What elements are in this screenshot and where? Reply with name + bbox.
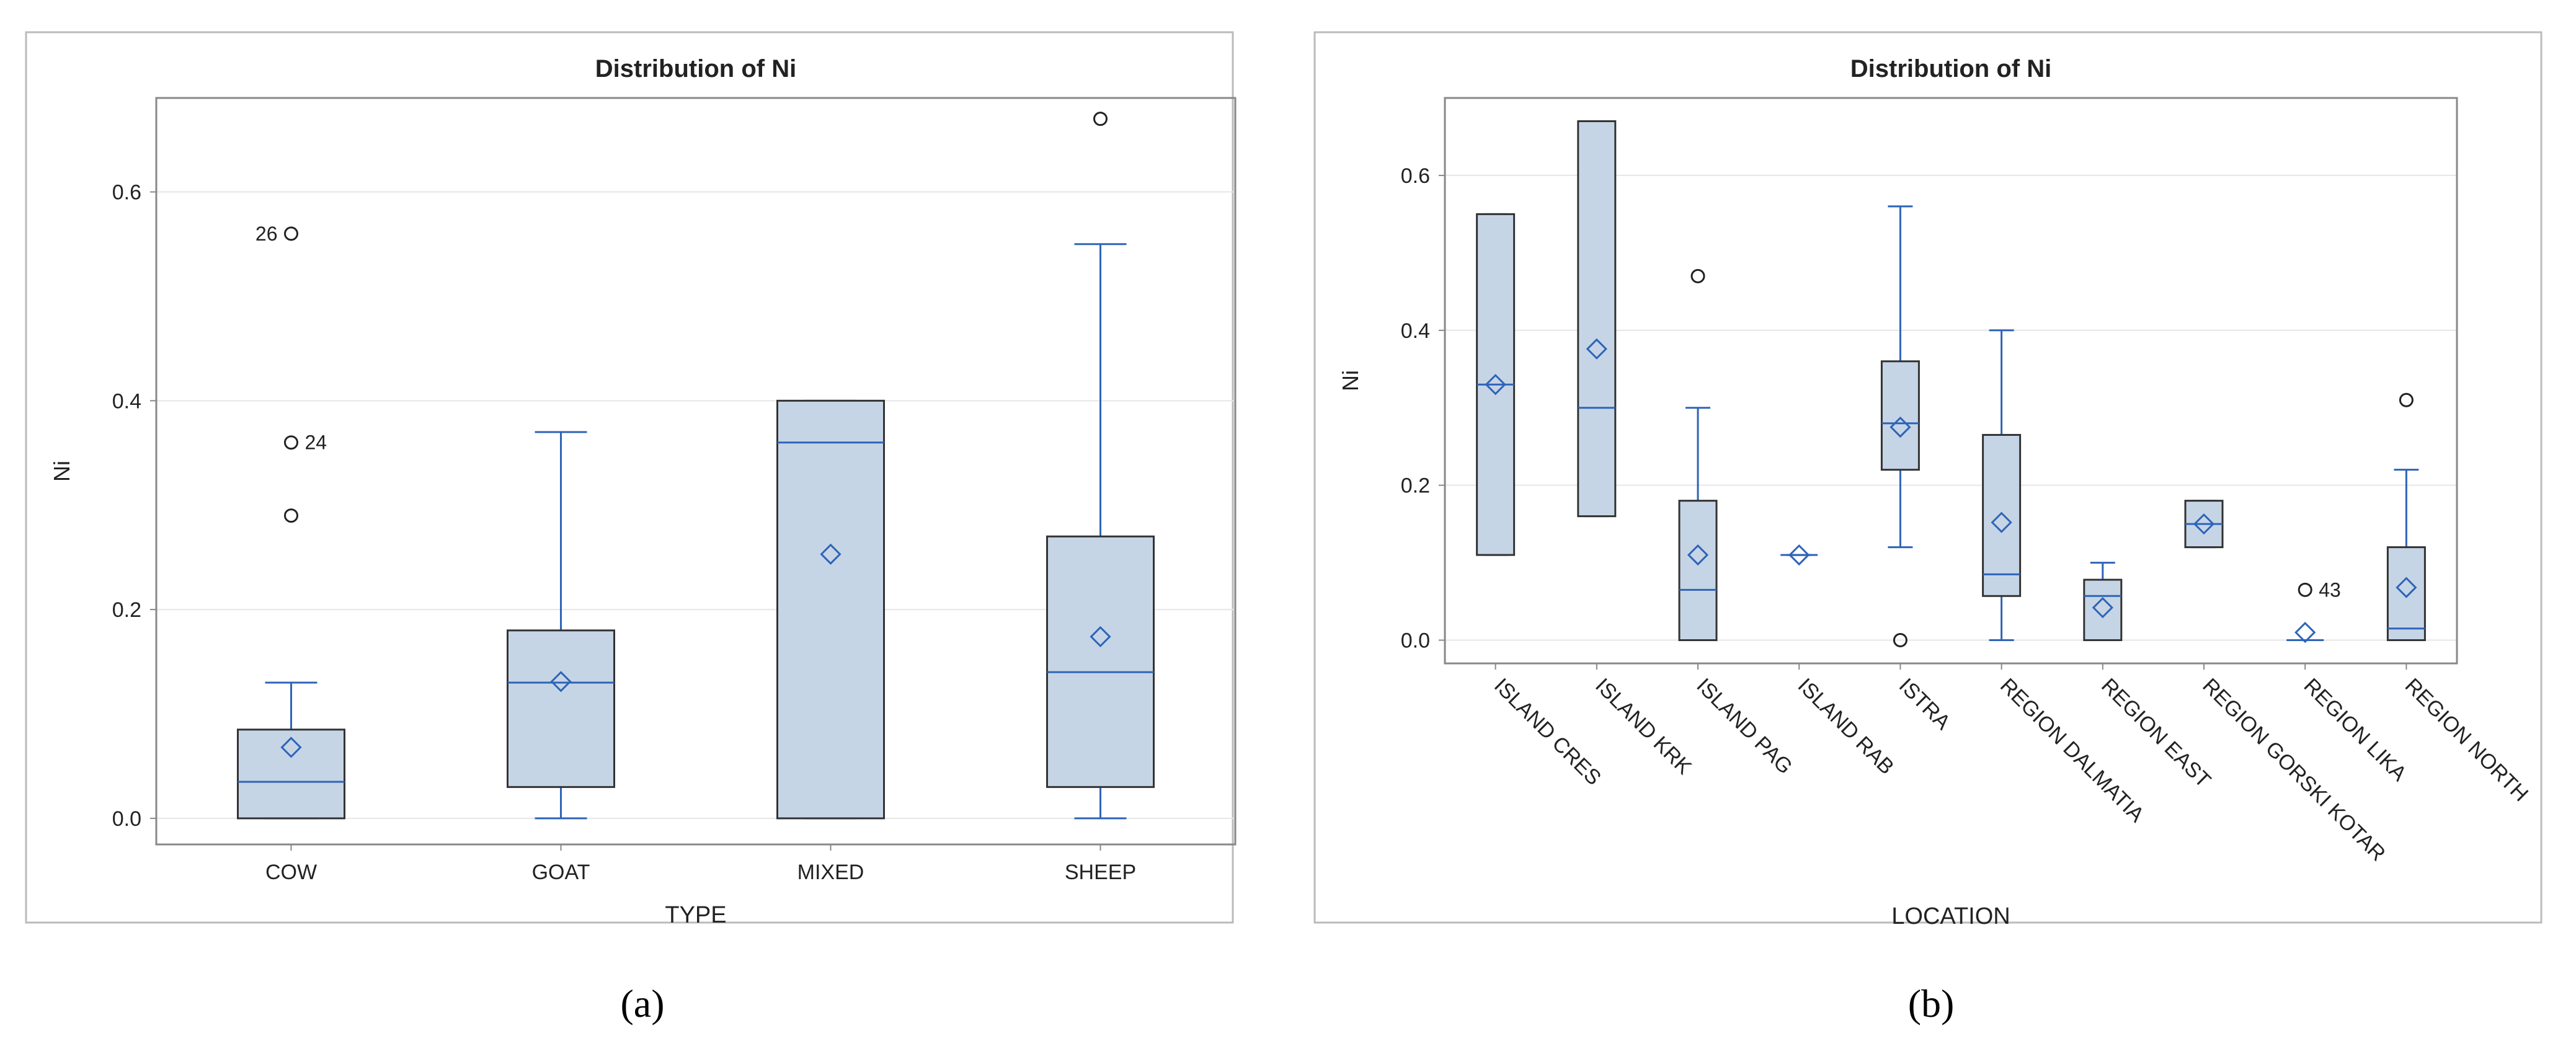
panel-a-box-iqr [237, 728, 345, 820]
panel-b-ytick-label: 0.0 [1401, 629, 1430, 653]
panel-a-category-label: SHEEP [1065, 861, 1136, 884]
panel-b-outlier [2399, 392, 2414, 407]
panel-b-box-iqr [1678, 500, 1718, 642]
panel-a-box-3 [1046, 243, 1155, 820]
panel-b-outlier [1893, 633, 1908, 648]
panel-a-type: Distribution of Ni 0.0 0.2 0.4 0.6 Ni TYPE COW G… [25, 31, 1237, 1025]
panel-a-ytick-label: 0.6 [112, 181, 141, 205]
panel-b-box-3 [1780, 544, 1818, 566]
panel-b-border [1313, 31, 2543, 924]
panel-b-mean-marker [2092, 596, 2113, 619]
panel-a-border [25, 31, 1234, 924]
panel-b-box-iqr [2083, 578, 2123, 642]
panel-b-box-5 [1982, 329, 2022, 642]
panel-b-box-iqr [2386, 546, 2426, 642]
panel-b-outlier [2298, 582, 2312, 597]
panel-b-ytick-label: 0.2 [1401, 474, 1430, 498]
panel-a-box-1 [507, 431, 615, 820]
panel-a-ylabel: Ni [49, 461, 74, 482]
panel-a-xlabel: TYPE [665, 902, 726, 928]
panel-b-ytick-label: 0.6 [1401, 164, 1430, 188]
panel-a-caption: (a) [620, 981, 664, 1025]
panel-a-ytick-label: 0.0 [112, 807, 141, 831]
panel-b-outlier-label: 43 [2319, 578, 2341, 601]
panel-b-outlier [1690, 268, 1705, 283]
panel-b-category-label: REGION NORTH [2401, 674, 2533, 806]
panel-b-location: Distribution of Ni 0.0 0.2 0.4 0.6 Ni LOCATION… [1313, 31, 2543, 1025]
panel-a-box-0 [237, 681, 345, 820]
panel-b-box-7 [2184, 500, 2224, 549]
panel-a-box-iqr [1046, 535, 1155, 788]
panel-b-mean-marker [1991, 512, 2012, 533]
panel-b-mean-marker [1687, 544, 1709, 566]
panel-b-caption: (b) [1908, 981, 1955, 1025]
panel-a-outlier-label: 24 [305, 432, 327, 454]
panel-a-outlier [284, 435, 298, 450]
panel-b-plot-frame [1444, 97, 2458, 665]
panel-b-category-label: ISLAND RAB [1793, 674, 1899, 779]
panel-b-category-label: ISLAND KRK [1591, 674, 1696, 779]
panel-b-mean-marker [1586, 338, 1607, 360]
panel-b-category-label: ISLAND CRES [1490, 674, 1606, 790]
panel-a-outlier-label: 26 [255, 223, 278, 245]
panel-b-box-4 [1880, 205, 1920, 549]
panel-b-mean-marker [2193, 513, 2215, 535]
panel-a-ytick-label: 0.4 [112, 389, 141, 413]
panel-b-box-2 [1678, 407, 1718, 642]
panel-b-category-label: REGION LIKA [2299, 674, 2412, 786]
panel-b-category-label: REGION EAST [2097, 674, 2215, 792]
panel-b-box-0 [1476, 213, 1516, 556]
panel-a-category-label: COW [265, 861, 317, 884]
panel-b-mean-marker [1890, 416, 1911, 438]
panel-b-mean-marker [2294, 621, 2316, 644]
panel-b-ytick-label: 0.4 [1401, 319, 1430, 343]
panel-b-box-9 [2386, 469, 2426, 642]
panel-b-mean-marker [1485, 374, 1506, 396]
panel-a-mean-marker [280, 737, 302, 758]
panel-b-ylabel: Ni [1338, 370, 1363, 391]
panel-a-mean-marker [550, 671, 572, 693]
panel-a-outlier [284, 226, 298, 241]
panel-a-outlier [284, 508, 298, 523]
panel-a-box-iqr [776, 399, 885, 820]
panel-a-box-2 [776, 399, 885, 820]
panel-a-plot-frame [155, 97, 1237, 846]
panel-b-title: Distribution of Ni [1850, 55, 2051, 82]
panel-b-mean-marker [1788, 544, 1810, 566]
panel-b-box-6 [2083, 562, 2123, 642]
panel-b-mean-marker [2396, 577, 2417, 598]
panel-b-box-8 [2286, 621, 2324, 644]
panel-a-category-label: GOAT [532, 861, 590, 884]
panel-b-xlabel: LOCATION [1891, 903, 2010, 929]
panel-a-box-iqr [507, 629, 615, 788]
panel-b-box-iqr [1577, 120, 1617, 518]
panel-b-category-label: ISLAND PAG [1692, 674, 1797, 779]
panel-a-title: Distribution of Ni [595, 55, 796, 82]
panel-b-box-1 [1577, 120, 1617, 518]
panel-a-outlier [1093, 112, 1108, 126]
panel-b-category-label: ISTRA [1894, 674, 1955, 735]
panel-b-category-label: REGION GORSKI KOTAR [2198, 674, 2390, 866]
panel-a-mean-marker [820, 543, 842, 565]
panel-a-ytick-label: 0.2 [112, 598, 141, 622]
panel-b-box-iqr [1880, 360, 1920, 471]
panel-a-mean-marker [1090, 626, 1111, 648]
panel-a-category-label: MIXED [797, 861, 864, 884]
panel-b-box-iqr [1982, 433, 2022, 597]
